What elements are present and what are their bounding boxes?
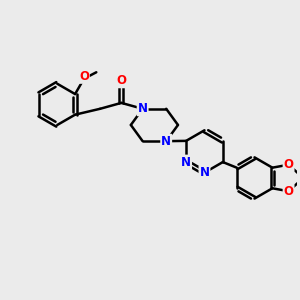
Text: N: N	[200, 166, 209, 179]
Text: N: N	[181, 156, 191, 169]
Text: O: O	[116, 74, 126, 87]
Text: O: O	[284, 185, 294, 198]
Text: N: N	[138, 102, 148, 115]
Text: N: N	[161, 135, 171, 148]
Text: O: O	[284, 158, 294, 171]
Text: O: O	[79, 70, 89, 83]
